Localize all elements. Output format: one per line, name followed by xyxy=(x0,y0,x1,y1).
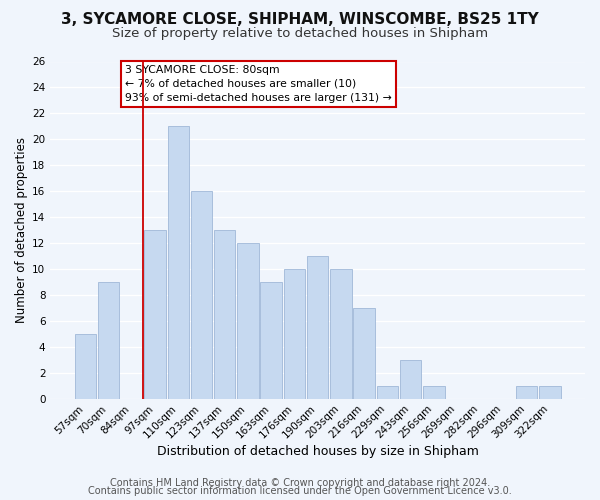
Bar xyxy=(377,386,398,398)
Bar xyxy=(400,360,421,399)
Bar xyxy=(516,386,538,398)
X-axis label: Distribution of detached houses by size in Shipham: Distribution of detached houses by size … xyxy=(157,444,479,458)
Bar xyxy=(144,230,166,398)
Bar xyxy=(307,256,328,398)
Bar xyxy=(98,282,119,399)
Bar xyxy=(353,308,375,398)
Text: Size of property relative to detached houses in Shipham: Size of property relative to detached ho… xyxy=(112,26,488,40)
Text: Contains HM Land Registry data © Crown copyright and database right 2024.: Contains HM Land Registry data © Crown c… xyxy=(110,478,490,488)
Text: Contains public sector information licensed under the Open Government Licence v3: Contains public sector information licen… xyxy=(88,486,512,496)
Bar xyxy=(74,334,96,398)
Bar xyxy=(423,386,445,398)
Bar xyxy=(260,282,282,399)
Bar xyxy=(237,243,259,398)
Bar xyxy=(284,269,305,398)
Bar xyxy=(330,269,352,398)
Text: 3 SYCAMORE CLOSE: 80sqm
← 7% of detached houses are smaller (10)
93% of semi-det: 3 SYCAMORE CLOSE: 80sqm ← 7% of detached… xyxy=(125,65,392,103)
Bar xyxy=(539,386,560,398)
Bar xyxy=(191,191,212,398)
Y-axis label: Number of detached properties: Number of detached properties xyxy=(15,137,28,323)
Text: 3, SYCAMORE CLOSE, SHIPHAM, WINSCOMBE, BS25 1TY: 3, SYCAMORE CLOSE, SHIPHAM, WINSCOMBE, B… xyxy=(61,12,539,26)
Bar xyxy=(214,230,235,398)
Bar xyxy=(167,126,189,398)
